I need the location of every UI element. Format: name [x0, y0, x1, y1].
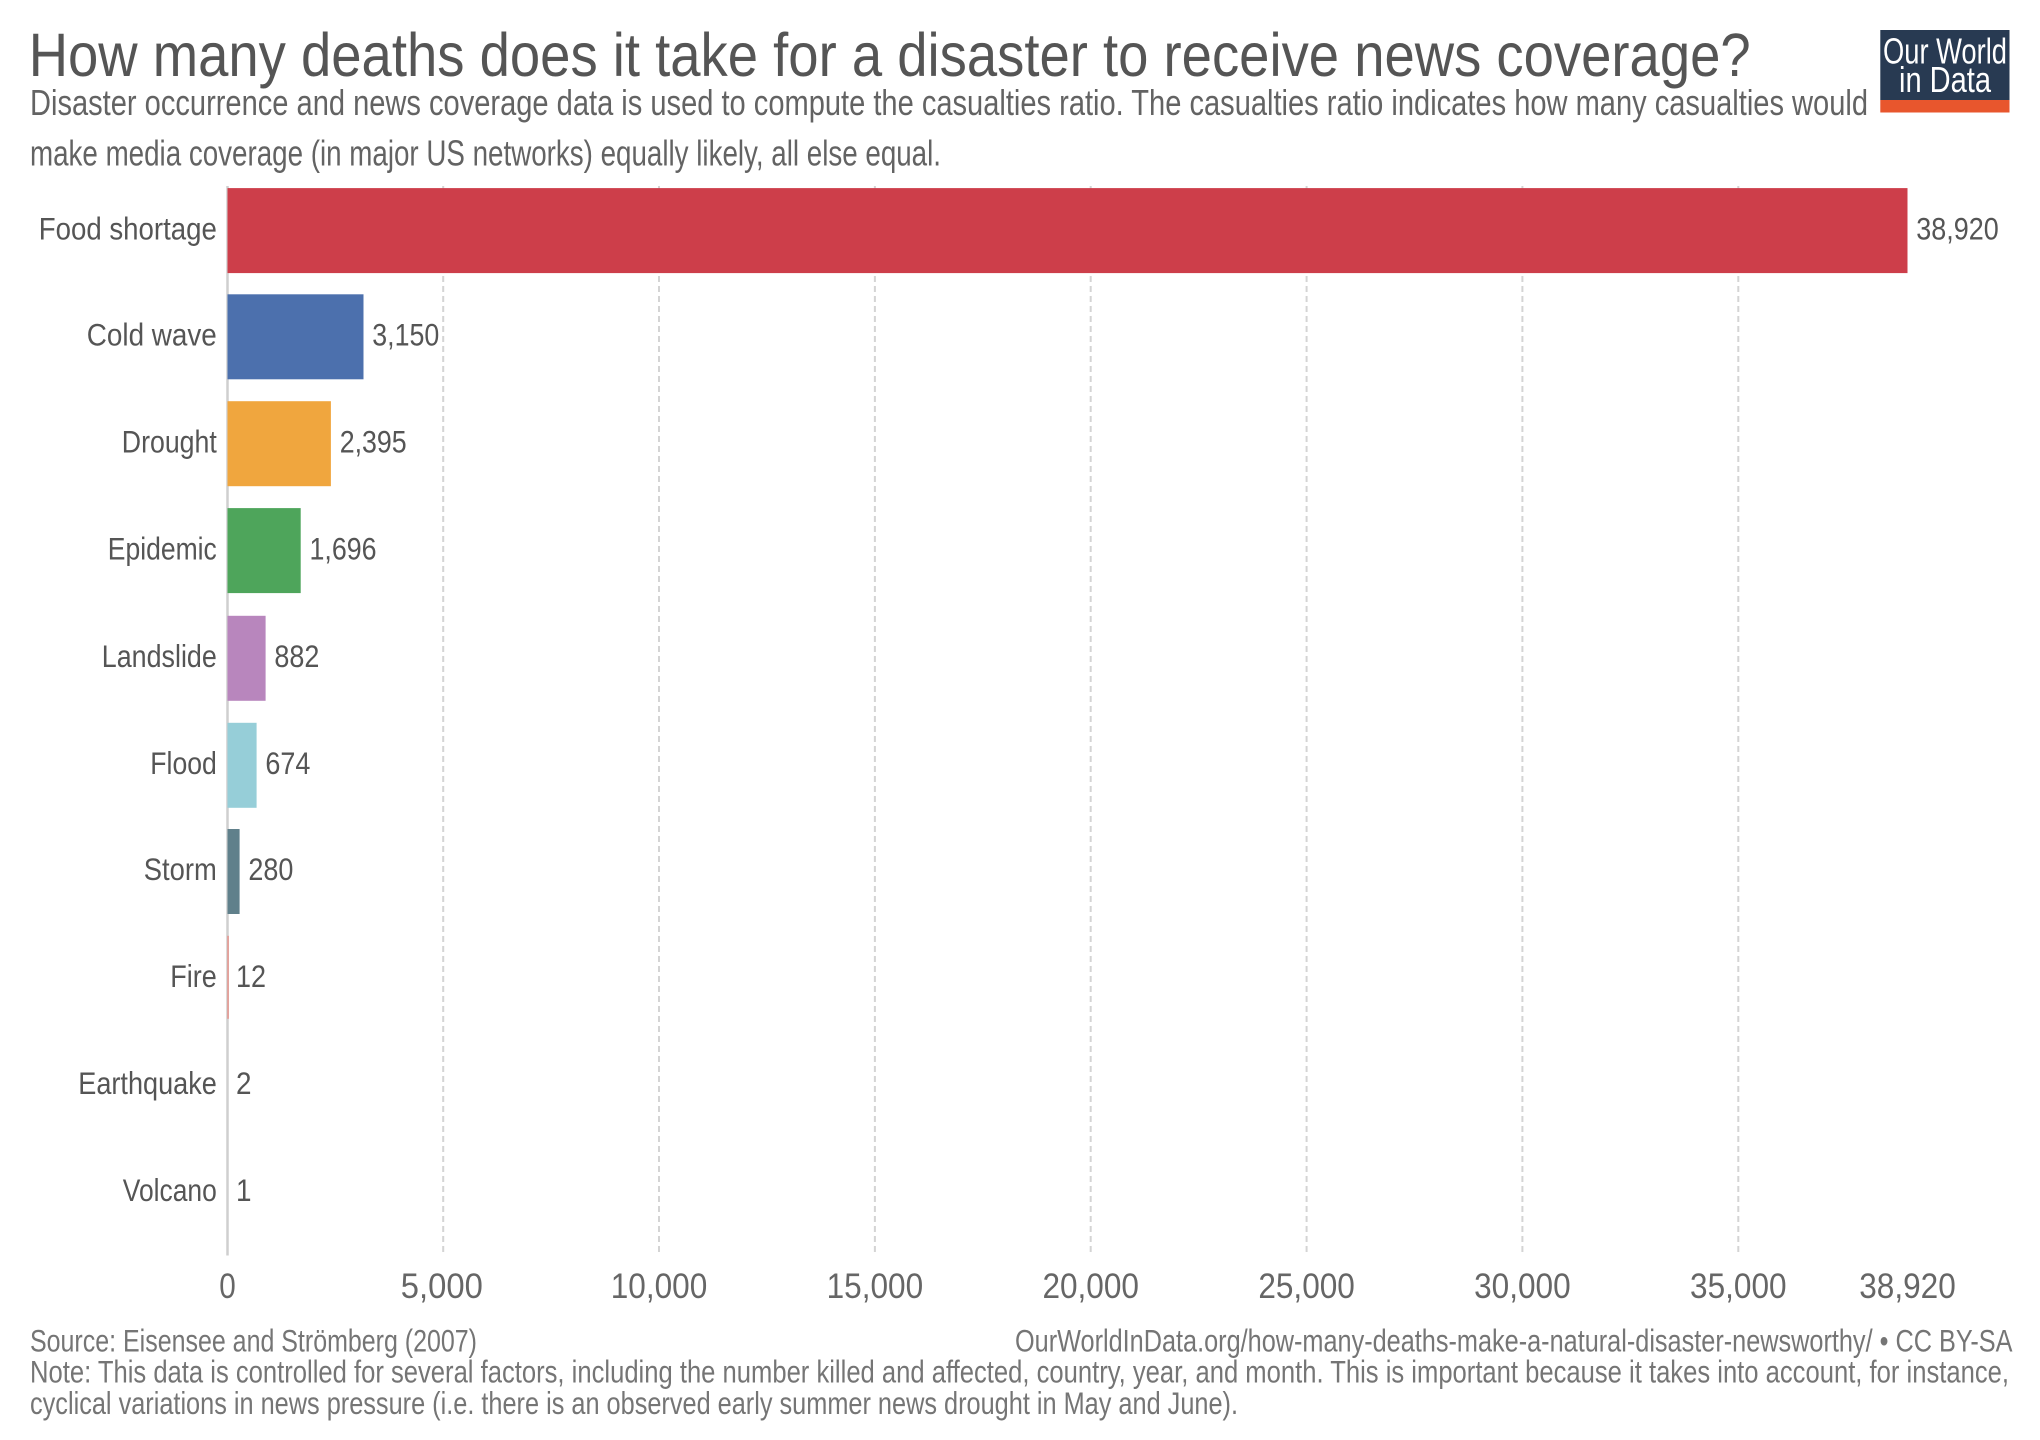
svg-text:1: 1 [236, 1172, 252, 1208]
svg-text:Epidemic: Epidemic [108, 530, 217, 566]
svg-text:5,000: 5,000 [401, 1267, 483, 1306]
svg-text:Our World: Our World [1883, 31, 2007, 72]
svg-text:0: 0 [219, 1267, 236, 1306]
svg-text:3,150: 3,150 [372, 317, 439, 353]
svg-text:Drought: Drought [122, 423, 217, 459]
svg-text:38,920: 38,920 [1916, 210, 1999, 246]
svg-text:2,395: 2,395 [340, 423, 407, 459]
svg-text:35,000: 35,000 [1690, 1267, 1787, 1306]
svg-text:30,000: 30,000 [1474, 1267, 1571, 1306]
svg-text:2: 2 [236, 1065, 252, 1101]
svg-text:674: 674 [265, 745, 310, 781]
svg-text:10,000: 10,000 [611, 1267, 708, 1306]
svg-text:Food shortage: Food shortage [39, 210, 217, 246]
svg-text:Fire: Fire [170, 958, 217, 994]
svg-text:OurWorldInData.org/how-many-de: OurWorldInData.org/how-many-deaths-make-… [1015, 1323, 2013, 1359]
svg-text:12: 12 [236, 958, 266, 994]
svg-text:Disaster occurrence and news c: Disaster occurrence and news coverage da… [30, 82, 1868, 123]
svg-text:Storm: Storm [144, 851, 217, 887]
svg-text:25,000: 25,000 [1258, 1267, 1355, 1306]
svg-text:280: 280 [248, 851, 293, 887]
svg-text:in Data: in Data [1899, 59, 1992, 100]
svg-text:1,696: 1,696 [310, 530, 377, 566]
svg-text:How many deaths does it take f: How many deaths does it take for a disas… [29, 21, 1751, 89]
svg-text:20,000: 20,000 [1042, 1267, 1139, 1306]
svg-text:make media coverage (in major: make media coverage (in major US network… [30, 133, 941, 174]
svg-text:15,000: 15,000 [827, 1267, 924, 1306]
svg-text:38,920: 38,920 [1859, 1267, 1956, 1306]
svg-text:Note: This data is controlled: Note: This data is controlled for severa… [30, 1354, 2009, 1390]
svg-text:Flood: Flood [150, 745, 217, 781]
svg-text:cyclical variations in news pr: cyclical variations in news pressure (i.… [30, 1385, 1238, 1421]
svg-text:Landslide: Landslide [102, 638, 217, 674]
svg-text:882: 882 [274, 638, 319, 674]
svg-text:Volcano: Volcano [123, 1172, 217, 1208]
svg-text:Earthquake: Earthquake [78, 1065, 217, 1101]
svg-text:Source: Eisensee and Strömberg: Source: Eisensee and Strömberg (2007) [30, 1323, 477, 1359]
svg-text:Cold wave: Cold wave [87, 317, 217, 353]
